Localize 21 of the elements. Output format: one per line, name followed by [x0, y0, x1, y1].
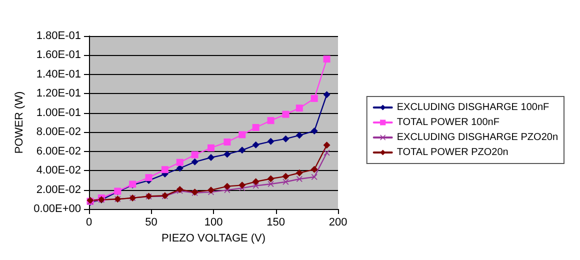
y-tick-label: 0.00E+00	[34, 203, 81, 215]
y-tick-label: 1.40E-01	[36, 68, 81, 80]
x-tick-label: 0	[86, 216, 92, 228]
x-tick-label: 200	[328, 216, 348, 228]
legend-label: EXCLUDING DISGHARGE 100nF	[396, 102, 550, 113]
y-tick-label: 1.20E-01	[36, 88, 81, 100]
y-tick-label: 4.00E-02	[36, 164, 81, 177]
legend-label: TOTAL POWER 100nF	[396, 117, 500, 128]
y-tick-label: 2.00E-02	[36, 184, 81, 196]
legend-label: TOTAL POWER PZO20n	[396, 147, 508, 158]
x-tick-label: 100	[204, 216, 223, 228]
y-tick-label: 6.00E-02	[36, 145, 81, 158]
y-axis-title: POWER (W)	[14, 91, 26, 154]
y-tick-label: 1.00E-01	[36, 106, 81, 119]
legend-label: EXCLUDING DISGHARGE PZO20n	[396, 132, 558, 143]
y-tick-label: 8.00E-02	[36, 126, 81, 138]
x-axis-title: PIEZO VOLTAGE (V)	[161, 232, 266, 244]
x-tick-label: 50	[145, 216, 158, 228]
y-tick-label: 1.60E-01	[36, 49, 81, 62]
y-tick-label: 1.80E-01	[36, 30, 81, 42]
x-tick-label: 150	[266, 216, 285, 228]
